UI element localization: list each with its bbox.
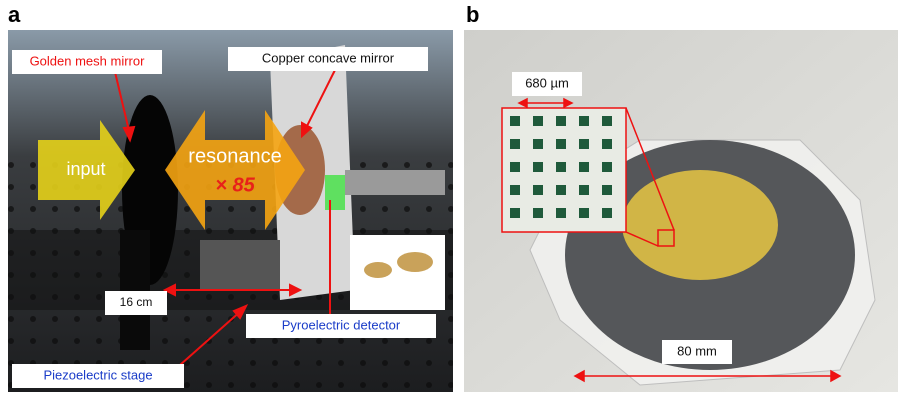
callout: 80 mm	[677, 343, 717, 358]
mesh-hole	[579, 116, 589, 126]
mesh-hole	[579, 208, 589, 218]
mesh-hole	[556, 185, 566, 195]
mesh-hole	[579, 139, 589, 149]
mesh-hole	[602, 162, 612, 172]
mesh-hole	[533, 162, 543, 172]
callout: Copper concave mirror	[262, 50, 395, 65]
mesh-hole	[556, 139, 566, 149]
figure: a b input resonance × 85 Golden mesh mir…	[0, 0, 905, 399]
mesh-hole	[533, 185, 543, 195]
mesh-hole	[602, 185, 612, 195]
mesh-hole	[533, 116, 543, 126]
mesh-hole	[510, 185, 520, 195]
mesh-hole	[556, 162, 566, 172]
mesh-hole	[510, 139, 520, 149]
panel-label: b	[466, 2, 479, 27]
callout: Golden mesh mirror	[30, 53, 146, 68]
mesh-hole	[579, 162, 589, 172]
mesh-hole	[579, 185, 589, 195]
mesh-hole	[510, 116, 520, 126]
mesh-hole	[556, 208, 566, 218]
mesh-hole	[602, 139, 612, 149]
callout: Pyroelectric detector	[282, 317, 401, 332]
callout: Piezoelectric stage	[43, 367, 152, 382]
gain-label: × 85	[215, 174, 255, 196]
resonance-label: resonance	[188, 145, 281, 167]
mesh-hole	[533, 208, 543, 218]
mesh-hole	[510, 208, 520, 218]
mesh-hole	[510, 162, 520, 172]
mesh-hole	[533, 139, 543, 149]
panel-label: a	[8, 2, 21, 27]
mesh-hole	[602, 208, 612, 218]
callout: 680 µm	[525, 75, 569, 90]
mesh-hole	[556, 116, 566, 126]
input-label: input	[66, 159, 105, 179]
callout: 16 cm	[120, 295, 153, 309]
mesh-hole	[602, 116, 612, 126]
